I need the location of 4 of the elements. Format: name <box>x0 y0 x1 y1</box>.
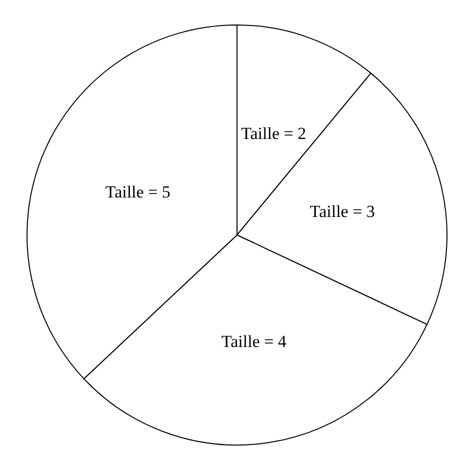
slice-label: Taille = 4 <box>221 332 287 352</box>
slice-label: Taille = 2 <box>241 124 306 143</box>
slice-label: Taille = 5 <box>105 182 170 202</box>
slice-label: Taille = 3 <box>310 202 375 221</box>
